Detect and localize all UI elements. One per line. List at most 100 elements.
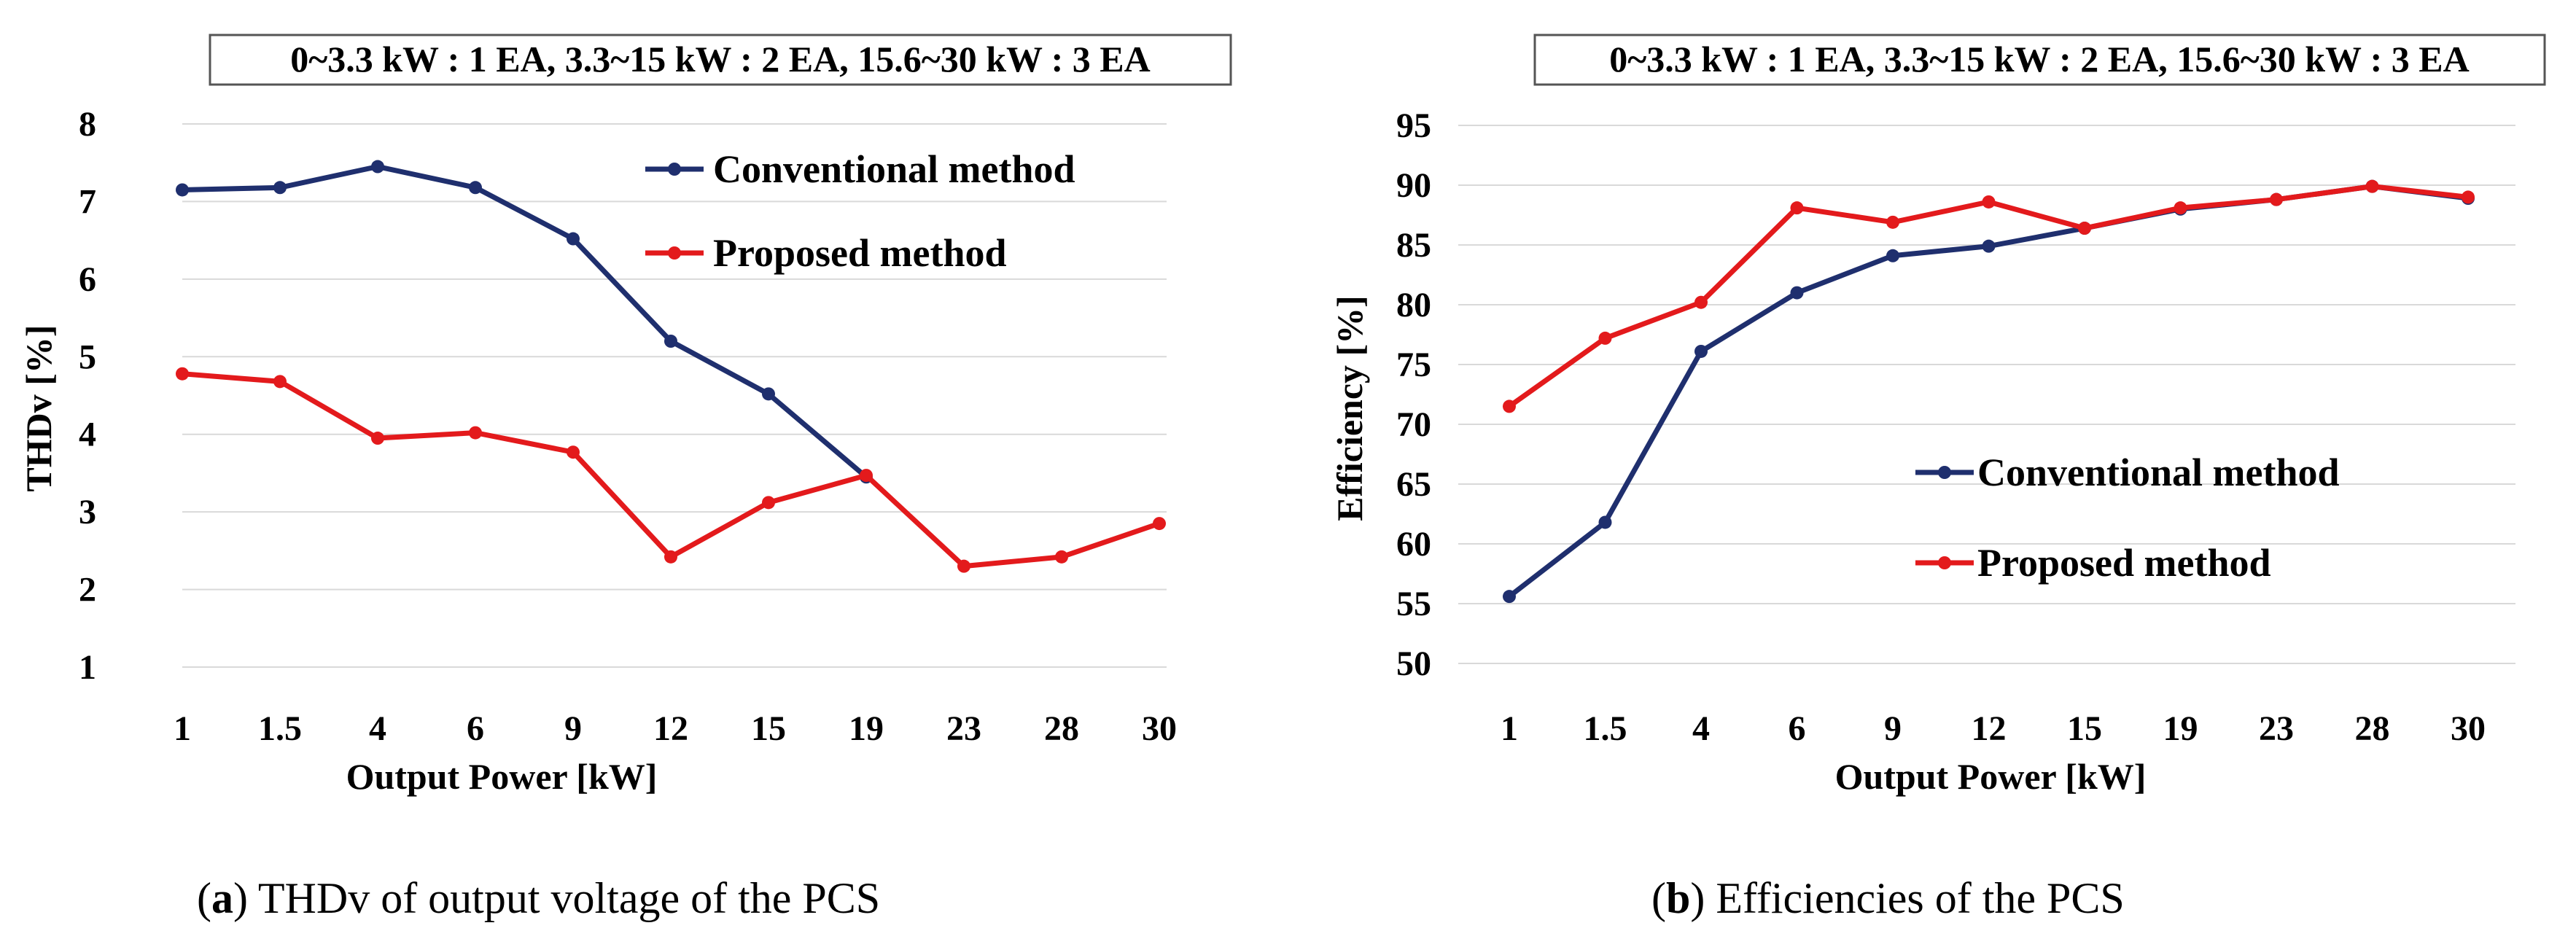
legend: Conventional method Proposed method [1915, 451, 2340, 585]
x-tick-label: 23 [946, 709, 981, 748]
data-point [567, 232, 580, 246]
x-tick-label: 1 [174, 709, 191, 748]
data-point [762, 387, 775, 401]
data-point [567, 445, 580, 459]
x-tick-label: 30 [1142, 709, 1177, 748]
series-line [182, 164, 868, 479]
x-tick-label: 19 [2163, 709, 2198, 748]
y-axis-label: THDv [%] [18, 324, 59, 491]
panel-tag: b [1665, 874, 1691, 922]
y-tick-label: 50 [1396, 644, 1431, 683]
x-tick-label: 28 [1044, 709, 1079, 748]
y-tick-label: 65 [1396, 465, 1431, 504]
x-tick-label: 6 [1789, 709, 1806, 748]
data-point [176, 367, 189, 381]
x-tick-label: 1.5 [258, 709, 302, 748]
y-tick-label: 4 [79, 416, 96, 454]
x-tick-label: 1.5 [1584, 709, 1627, 748]
legend-item-conventional-method: Conventional method [645, 147, 1075, 191]
data-point [371, 160, 384, 174]
series-proposed-method [176, 367, 1166, 573]
y-tick-labels: 50 55 60 65 70 75 80 85 90 95 [1396, 106, 1431, 683]
series-conventional-method [1503, 179, 2475, 604]
data-point [1694, 344, 1708, 358]
data-point [469, 181, 482, 195]
y-tick-label: 95 [1396, 106, 1431, 145]
x-tick-label: 9 [1884, 709, 1902, 748]
x-tick-label: 4 [1692, 709, 1710, 748]
legend-item-proposed-method: Proposed method [1915, 541, 2271, 585]
data-point [1598, 515, 1612, 529]
y-axis-label: Efficiency [%] [1329, 295, 1370, 521]
legend-label: Conventional method [713, 147, 1075, 191]
x-tick-label: 23 [2259, 709, 2294, 748]
data-point [176, 183, 189, 197]
legend-marker [1938, 466, 1951, 479]
y-tick-label: 60 [1396, 525, 1431, 564]
panel-tag: a [211, 874, 233, 922]
x-tick-label: 9 [564, 709, 582, 748]
legend-marker [1938, 556, 1951, 569]
data-point [2174, 201, 2187, 215]
data-point [1790, 286, 1804, 300]
chart-panel-thdv: 0~3.3 kW : 1 EA, 3.3~15 kW : 2 EA, 15.6~… [18, 34, 1232, 797]
legend-marker [668, 163, 681, 176]
caption-a: (a) THDv of output voltage of the PCS [197, 874, 881, 922]
chart-title-box [1533, 34, 2546, 86]
data-point [1982, 239, 1996, 253]
x-tick-label: 19 [849, 709, 884, 748]
series-conventional-method [176, 160, 873, 484]
y-tick-label: 85 [1396, 226, 1431, 265]
y-tick-label: 55 [1396, 585, 1431, 623]
data-point [2078, 222, 2091, 235]
data-point [664, 335, 677, 348]
data-point [2365, 179, 2379, 193]
series-group [1503, 179, 2475, 604]
caption-text: Efficiencies of the PCS [1716, 874, 2125, 922]
chart-title: 0~3.3 kW : 1 EA, 3.3~15 kW : 2 EA, 15.6~… [290, 39, 1151, 79]
chart-panel-efficiency: 0~3.3 kW : 1 EA, 3.3~15 kW : 2 EA, 15.6~… [1329, 34, 2546, 797]
x-tick-label: 12 [653, 709, 688, 748]
y-tick-labels: 1 2 3 4 5 6 7 8 [79, 105, 96, 687]
chart-title: 0~3.3 kW : 1 EA, 3.3~15 kW : 2 EA, 15.6~… [1609, 39, 2470, 79]
series-proposed-method [1503, 179, 2475, 413]
data-point [1153, 517, 1166, 531]
data-point [1055, 550, 1068, 564]
legend-label: Proposed method [1977, 541, 2271, 585]
data-point [2270, 192, 2283, 206]
data-point [273, 181, 287, 195]
y-tick-label: 7 [79, 182, 96, 221]
gridlines [1458, 125, 2515, 664]
chart-title-box [209, 34, 1232, 86]
y-tick-label: 70 [1396, 405, 1431, 444]
x-tick-label: 4 [369, 709, 386, 748]
data-point [1886, 249, 1899, 262]
x-tick-label: 28 [2355, 709, 2390, 748]
y-tick-label: 1 [79, 648, 96, 687]
x-tick-labels: 1 1.5 4 6 9 12 15 19 23 28 30 [174, 709, 1177, 748]
y-tick-label: 6 [79, 260, 96, 299]
legend-item-conventional-method: Conventional method [1915, 451, 2340, 494]
x-tick-label: 12 [1972, 709, 2007, 748]
data-point [2462, 190, 2475, 204]
data-point [1503, 590, 1516, 604]
series-line [182, 371, 1161, 569]
y-tick-label: 3 [79, 493, 96, 531]
legend-marker [668, 246, 681, 260]
x-tick-label: 30 [2451, 709, 2486, 748]
legend-label: Conventional method [1977, 451, 2340, 494]
caption-text: THDv of output voltage of the PCS [257, 874, 881, 922]
x-tick-label: 15 [2067, 709, 2102, 748]
x-tick-label: 6 [467, 709, 484, 748]
y-tick-label: 5 [79, 338, 96, 376]
caption-b: (b) Efficiencies of the PCS [1651, 874, 2125, 922]
y-tick-label: 8 [79, 105, 96, 144]
series-line [1507, 184, 2469, 409]
x-tick-label: 15 [751, 709, 786, 748]
data-point [664, 550, 677, 564]
x-axis-label: Output Power [kW] [1835, 756, 2147, 797]
data-point [1503, 400, 1516, 413]
gridlines [182, 123, 1167, 668]
data-point [1886, 215, 1899, 229]
